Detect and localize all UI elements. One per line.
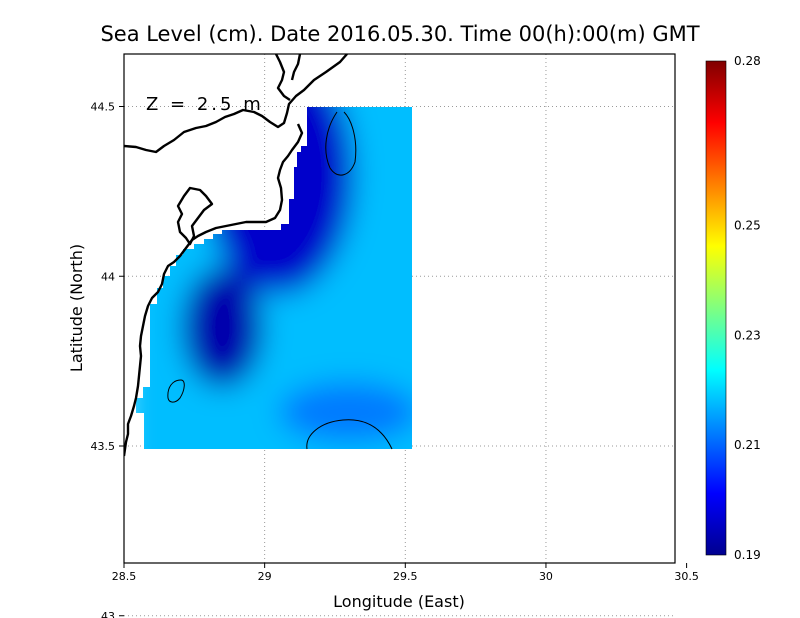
x-tick-label: 29.5 [393, 570, 418, 583]
y-tick-label: 43 [101, 610, 115, 618]
coastline-estuary [290, 54, 302, 81]
x-tick-label: 28.5 [112, 570, 137, 583]
coastline-liman [274, 54, 291, 101]
contour-low-north [325, 111, 357, 176]
colorbar-ticks: 0.19 0.21 0.23 0.25 0.28 [734, 54, 761, 562]
contour-lines [167, 111, 393, 450]
x-axis-label: Longitude (East) [333, 592, 465, 611]
y-tick-label: 43.5 [91, 440, 116, 453]
colorbar-tick-label: 0.28 [734, 54, 761, 68]
plot-frame [123, 53, 676, 564]
colorbar-tick-label: 0.23 [734, 328, 761, 342]
x-tick-label: 30.5 [674, 570, 699, 583]
y-tick-label: 44.5 [91, 101, 116, 114]
y-tick-label: 44 [101, 270, 115, 283]
x-tick-label: 29 [258, 570, 272, 583]
colorbar-tick-label: 0.25 [734, 219, 761, 233]
field-blob [279, 382, 412, 443]
y-axis-label: Latitude (North) [67, 244, 86, 372]
colorbar-tick-label: 0.19 [734, 548, 761, 562]
colorbar-tick-label: 0.21 [734, 438, 761, 452]
contour-low-west [167, 379, 185, 403]
colorbar [705, 60, 727, 556]
coastline-main [124, 54, 348, 457]
depth-annotation: Z = 2.5 m [146, 94, 264, 115]
x-tick-label: 30 [539, 570, 553, 583]
coastline-delta [176, 186, 214, 246]
contour-high [306, 419, 393, 450]
chart-title: Sea Level (cm). Date 2016.05.30. Time 00… [100, 22, 699, 46]
field-blob [182, 267, 263, 388]
coastline [124, 54, 348, 457]
